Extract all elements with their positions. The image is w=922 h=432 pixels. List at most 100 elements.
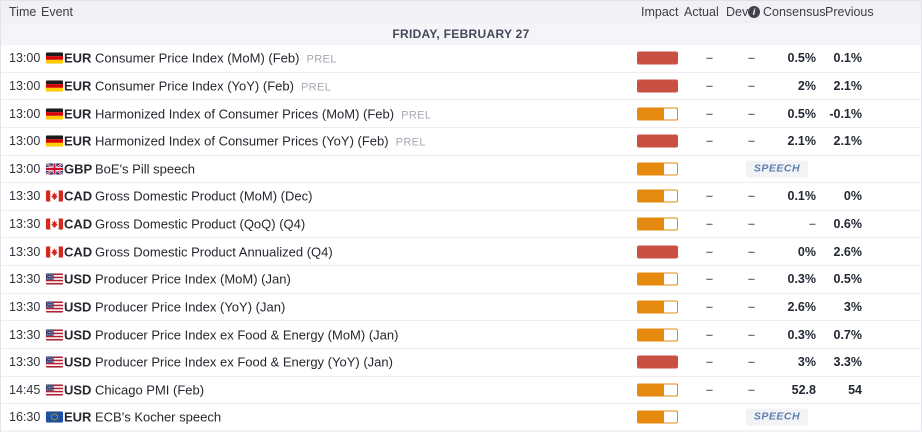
col-header-dev: Dev [726, 5, 749, 19]
impact-bar-fill [638, 246, 677, 258]
actual-value: – [706, 382, 713, 397]
event-name[interactable]: Gross Domestic Product Annualized (Q4) [95, 244, 333, 259]
event-time: 13:30 [9, 244, 41, 259]
impact-bar-fill [638, 218, 664, 230]
previous-value: -0.1% [829, 106, 862, 121]
event-name[interactable]: Consumer Price Index (MoM) (Feb) PREL [95, 51, 337, 66]
impact-bar [637, 383, 678, 397]
event-row[interactable]: 13:30 CAD Gross Domestic Product (MoM) (… [1, 183, 921, 211]
event-row[interactable]: 13:00 GBP BoE's Pill speech SPEECH [1, 155, 921, 184]
currency-code: USD [64, 271, 92, 287]
flag-usa-icon [46, 329, 63, 341]
flag-canada-icon [46, 246, 63, 258]
previous-value: 2.6% [833, 244, 863, 259]
currency-flag [46, 163, 63, 175]
previous-value: 0.5% [833, 272, 863, 287]
impact-bar [637, 134, 678, 148]
currency-flag [46, 329, 63, 341]
event-row[interactable]: 13:30 CAD Gross Domestic Product (QoQ) (… [1, 210, 921, 239]
table-header: Time Event Impact Actual Dev i Consensus… [1, 1, 921, 23]
event-name[interactable]: Gross Domestic Product (MoM) (Dec) [95, 189, 312, 204]
event-row[interactable]: 13:30 USD Producer Price Index (MoM) (Ja… [1, 266, 921, 294]
deviation-value: – [748, 51, 755, 66]
currency-flag [46, 356, 63, 368]
actual-value: – [706, 299, 713, 314]
currency-flag [46, 52, 63, 64]
actual-value: – [706, 189, 713, 204]
event-time: 16:30 [9, 410, 41, 425]
event-row[interactable]: 14:45 USD Chicago PMI (Feb) – – 52.8 54 [1, 376, 921, 405]
dev-info-icon[interactable]: i [748, 6, 760, 18]
event-name[interactable]: Producer Price Index ex Food & Energy (Y… [95, 355, 393, 370]
col-header-actual: Actual [684, 5, 719, 19]
flag-canada-icon [46, 218, 63, 230]
flag-usa-icon [46, 384, 63, 396]
event-rows-container: 13:00 EUR Consumer Price Index (MoM) (Fe… [1, 45, 921, 432]
event-time: 13:00 [9, 134, 41, 149]
event-name[interactable]: Chicago PMI (Feb) [95, 382, 204, 397]
deviation-value: – [748, 327, 755, 342]
event-name-text: Producer Price Index (MoM) (Jan) [95, 271, 291, 287]
event-row[interactable]: 13:30 CAD Gross Domestic Product Annuali… [1, 238, 921, 266]
event-row[interactable]: 13:00 EUR Harmonized Index of Consumer P… [1, 127, 921, 156]
speech-badge: SPEECH [746, 408, 808, 426]
deviation-value: – [748, 299, 755, 314]
event-name[interactable]: ECB's Kocher speech [95, 410, 221, 425]
impact-bar [637, 410, 678, 424]
flag-germany-icon [46, 108, 63, 120]
col-header-event: Event [41, 5, 73, 19]
col-header-previous: Previous [825, 5, 874, 19]
event-row[interactable]: 13:30 USD Producer Price Index ex Food &… [1, 321, 921, 349]
event-name[interactable]: Harmonized Index of Consumer Prices (YoY… [95, 134, 426, 149]
event-name-text: Producer Price Index ex Food & Energy (Y… [95, 354, 393, 370]
flag-usa-icon [46, 301, 63, 313]
event-name[interactable]: BoE's Pill speech [95, 161, 195, 176]
event-row[interactable]: 13:00 EUR Consumer Price Index (YoY) (Fe… [1, 72, 921, 101]
flag-germany-icon [46, 80, 63, 92]
event-name-text: Gross Domestic Product (QoQ) (Q4) [95, 216, 306, 232]
date-row: FRIDAY, FEBRUARY 27 [1, 23, 921, 45]
event-time: 13:00 [9, 78, 41, 93]
event-name[interactable]: Consumer Price Index (YoY) (Feb) PREL [95, 78, 331, 93]
event-time: 14:45 [9, 382, 41, 397]
event-name[interactable]: Producer Price Index (YoY) (Jan) [95, 299, 285, 314]
event-name-text: BoE's Pill speech [95, 161, 196, 177]
previous-value: 2.1% [833, 78, 863, 93]
event-name-text: Harmonized Index of Consumer Prices (YoY… [95, 133, 389, 149]
event-name-text: ECB's Kocher speech [95, 409, 222, 425]
event-name[interactable]: Harmonized Index of Consumer Prices (MoM… [95, 106, 431, 121]
event-suffix: PREL [306, 53, 337, 66]
event-time: 13:30 [9, 299, 41, 314]
currency-flag [46, 190, 63, 202]
actual-value: – [706, 217, 713, 232]
consensus-value: 2.1% [787, 134, 817, 149]
currency-code: CAD [64, 244, 93, 260]
flag-germany-icon [46, 52, 63, 64]
event-name[interactable]: Gross Domestic Product (QoQ) (Q4) [95, 217, 305, 232]
currency-flag [46, 246, 63, 258]
previous-value: 0% [843, 189, 862, 204]
currency-code: EUR [64, 106, 92, 122]
event-row[interactable]: 13:30 USD Producer Price Index (YoY) (Ja… [1, 293, 921, 322]
currency-code: EUR [64, 78, 92, 94]
event-time: 13:00 [9, 161, 41, 176]
event-row[interactable]: 13:00 EUR Harmonized Index of Consumer P… [1, 100, 921, 128]
currency-code: USD [64, 327, 92, 343]
consensus-value: 52.8 [791, 382, 816, 397]
previous-value: 2.1% [833, 134, 863, 149]
deviation-value: – [748, 134, 755, 149]
currency-code: USD [64, 382, 92, 398]
event-row[interactable]: 13:00 EUR Consumer Price Index (MoM) (Fe… [1, 45, 921, 73]
previous-value: 54 [848, 382, 862, 397]
impact-bar [637, 79, 678, 93]
event-name[interactable]: Producer Price Index (MoM) (Jan) [95, 272, 291, 287]
event-row[interactable]: 16:30 EUR ECB's Kocher speech SPEECH [1, 404, 921, 432]
consensus-value: – [809, 217, 816, 232]
event-name[interactable]: Producer Price Index ex Food & Energy (M… [95, 327, 398, 342]
event-row[interactable]: 13:30 USD Producer Price Index ex Food &… [1, 348, 921, 377]
impact-bar [637, 300, 678, 314]
event-name-text: Harmonized Index of Consumer Prices (MoM… [95, 106, 395, 122]
col-header-consensus: Consensus [763, 5, 826, 19]
impact-bar [637, 162, 678, 176]
